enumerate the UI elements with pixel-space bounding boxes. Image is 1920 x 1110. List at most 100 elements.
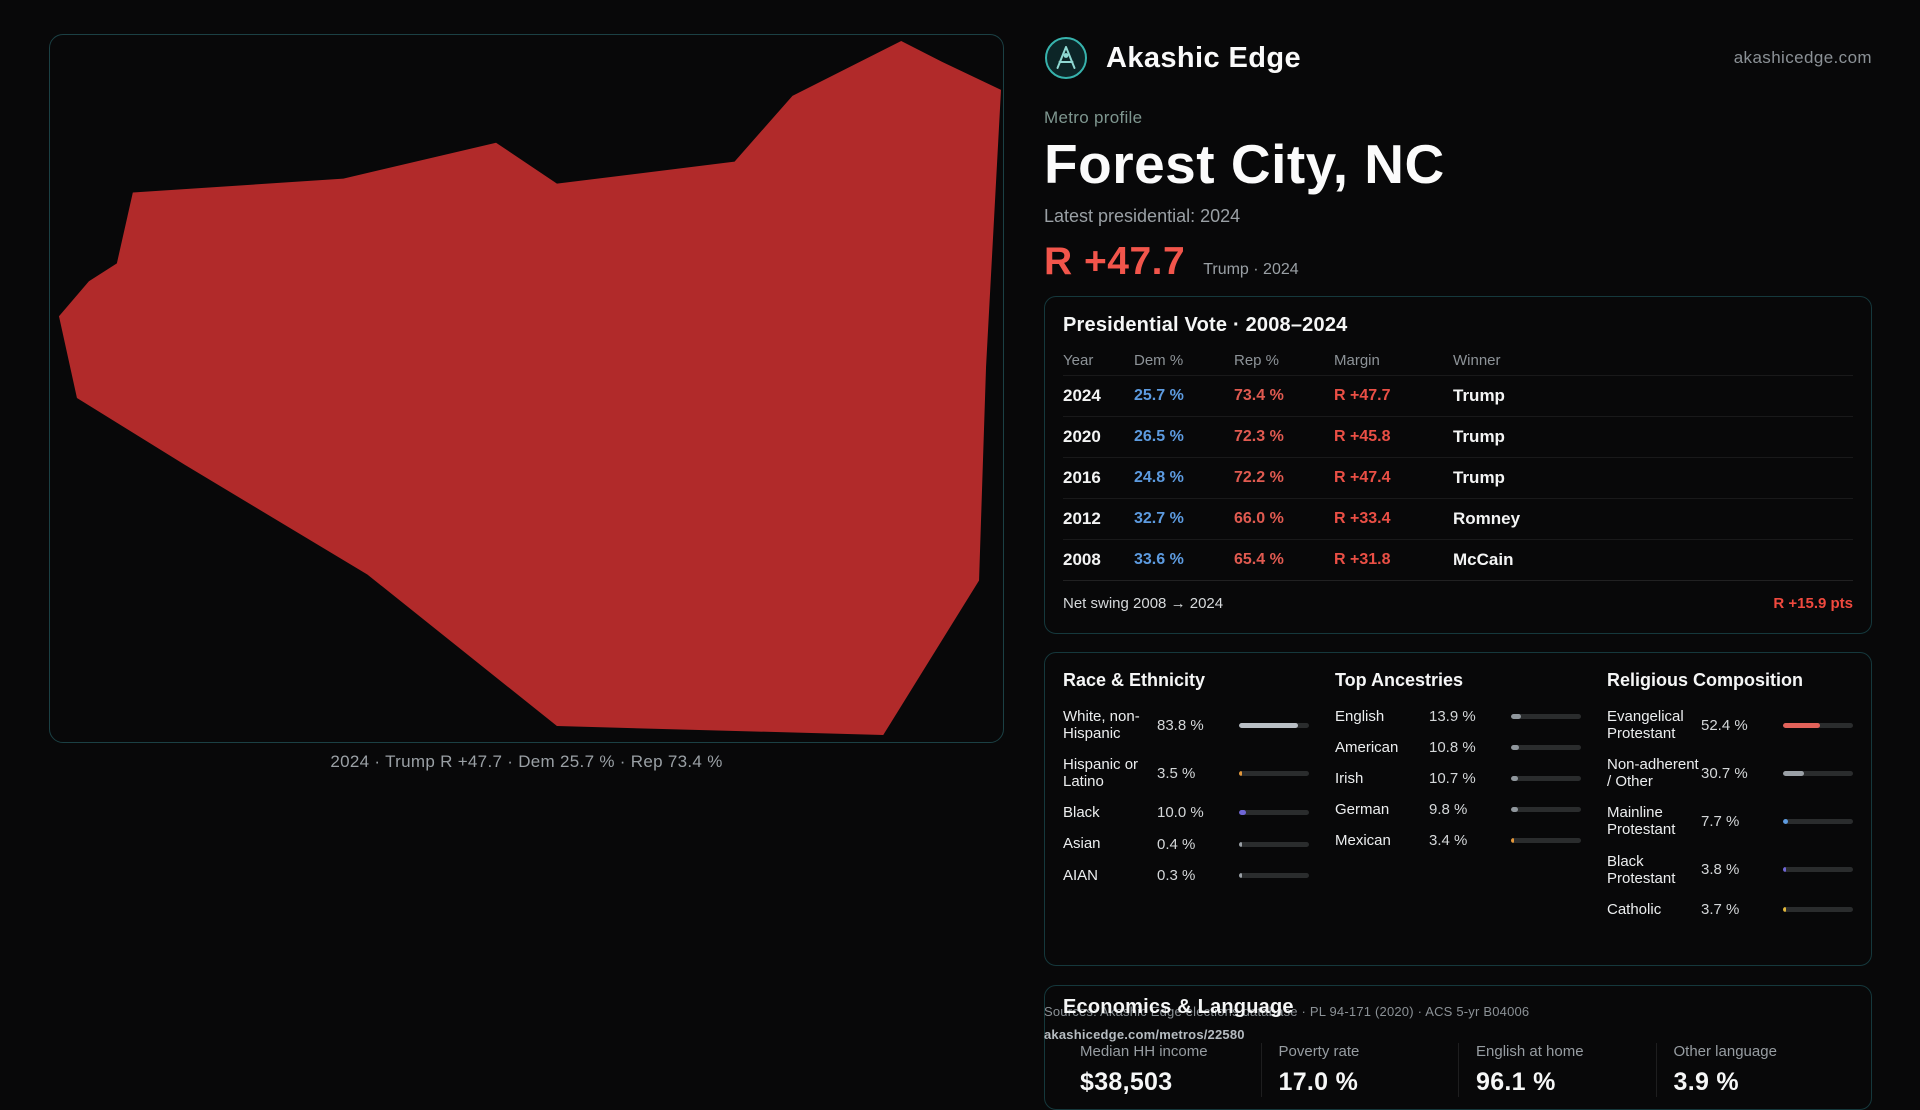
economics-stats: Median HH income $38,503 Poverty rate 17… [1063,1043,1853,1097]
demo-value: 83.8 % [1157,716,1204,734]
demo-value: 3.4 % [1429,832,1468,850]
stat-value: 96.1 % [1476,1068,1556,1096]
vote-rep: 65.4 % [1234,551,1284,568]
demo-value: 0.4 % [1157,835,1196,853]
vote-year: 2008 [1063,550,1101,569]
vote-winner: Romney [1453,509,1521,528]
demographics-grid: Race & Ethnicity White, non-Hispanic 83.… [1063,670,1853,925]
demo-label: German [1335,801,1390,819]
demo-bar-fill [1239,770,1242,776]
demo-value: 10.8 % [1429,739,1476,757]
demo-label: Mainline Protestant [1607,804,1676,839]
list-item: German 9.8 % [1335,794,1581,825]
demo-label: Hispanic or Latino [1063,756,1139,791]
vote-year: 2024 [1063,386,1101,405]
list-item: English 13.9 % [1335,701,1581,732]
list-item: Irish 10.7 % [1335,763,1581,794]
top-ancestries-title: Top Ancestries [1335,670,1464,690]
vote-year: 2012 [1063,509,1101,528]
demo-bar-fill [1783,770,1805,776]
list-item: Hispanic or Latino 3.5 % [1063,749,1309,797]
demo-bar-fill [1239,872,1242,878]
demo-bar-fill [1239,841,1242,847]
vote-margin: R +47.4 [1334,469,1391,486]
site-header: Akashic Edge akashicedge.com [1044,36,1872,80]
stat-label: Other language [1673,1043,1777,1060]
vote-winner: Trump [1453,468,1505,487]
demo-bar-fill [1783,818,1789,824]
stat-other-language: Other language 3.9 % [1655,1043,1854,1097]
col-dem: Dem % [1134,351,1184,369]
stat-label: Poverty rate [1278,1043,1360,1060]
stat-poverty-rate: Poverty rate 17.0 % [1260,1043,1459,1097]
demo-bar [1511,776,1581,782]
demo-bar [1239,770,1309,776]
demo-bar [1783,906,1853,912]
economics-card: Economics & Language Median HH income $3… [1044,985,1872,1110]
vote-winner: McCain [1453,550,1514,569]
footer-permalink[interactable]: akashicedge.com/metros/22580 [1044,1027,1245,1042]
demo-bar-fill [1783,722,1820,728]
stat-value: 3.9 % [1673,1068,1739,1096]
vote-winner: Trump [1453,386,1505,405]
demo-value: 3.8 % [1701,861,1740,879]
vote-margin: R +45.8 [1334,428,1391,445]
demo-value: 10.7 % [1429,770,1476,788]
demo-bar-fill [1511,714,1521,720]
demo-label: Non-adherent / Other [1607,756,1699,791]
top-ancestries-group: Top Ancestries English 13.9 % American 1… [1335,670,1581,925]
list-item: Black Protestant 3.8 % [1607,846,1853,894]
demo-bar-fill [1511,838,1514,844]
metro-shape [58,40,1002,736]
page-footer: Sources: Akashic Edge elections database… [1044,1004,1529,1044]
demo-bar-fill [1511,776,1519,782]
demo-label: AIAN [1063,866,1099,884]
map-caption: 2024 · Trump R +47.7 · Dem 25.7 % · Rep … [330,752,723,771]
demo-bar-fill [1239,810,1246,816]
demo-label: English [1335,708,1385,725]
demo-bar [1511,714,1581,720]
presidential-vote-card: Presidential Vote · 2008–2024 Year Dem %… [1044,296,1872,634]
stat-label: Median HH income [1080,1043,1208,1060]
list-item: Black 10.0 % [1063,797,1309,828]
stat-value: $38,503 [1080,1068,1173,1096]
vote-dem: 26.5 % [1134,428,1184,445]
stat-label: English at home [1476,1043,1584,1060]
economics-title: Economics & Language [1063,996,1294,1018]
domain-link[interactable]: akashicedge.com [1733,48,1872,67]
vote-rep: 66.0 % [1234,510,1284,527]
demo-bar [1783,722,1853,728]
vote-dem: 32.7 % [1134,510,1184,527]
demo-value: 3.5 % [1157,764,1196,782]
vote-rep: 73.4 % [1234,387,1284,404]
brand-name: Akashic Edge [1106,41,1301,74]
stat-value: 17.0 % [1278,1068,1359,1096]
col-margin: Margin [1334,351,1380,369]
list-item: Asian 0.4 % [1063,828,1309,859]
vote-dem: 33.6 % [1134,551,1184,568]
net-swing-row: Net swing 2008 → 2024 R +15.9 pts [1063,580,1853,626]
vote-winner: Trump [1453,427,1505,446]
headline-margin: R +47.7 [1044,240,1186,283]
list-item: AIAN 0.3 % [1063,860,1309,891]
race-ethnicity-group: Race & Ethnicity White, non-Hispanic 83.… [1063,670,1309,925]
list-item: Non-adherent / Other 30.7 % [1607,749,1853,797]
demo-bar [1239,872,1309,878]
vote-dem: 24.8 % [1134,469,1184,486]
profile-panel: Akashic Edge akashicedge.com Metro profi… [1044,30,1872,1110]
metro-profile-kicker: Metro profile [1044,108,1143,127]
demo-value: 7.7 % [1701,812,1740,830]
demo-label: Irish [1335,770,1364,788]
table-row: 2008 33.6 % 65.4 % R +31.8 McCain [1063,539,1853,580]
demo-value: 3.7 % [1701,900,1740,918]
demo-bar [1511,807,1581,813]
vote-year: 2020 [1063,427,1101,446]
vote-margin: R +47.7 [1334,387,1391,404]
col-year: Year [1063,351,1094,369]
col-rep: Rep % [1234,351,1280,369]
race-ethnicity-title: Race & Ethnicity [1063,670,1206,690]
demo-bar-fill [1783,906,1786,912]
demo-bar-fill [1239,722,1298,728]
table-row: 2016 24.8 % 72.2 % R +47.4 Trump [1063,457,1853,498]
vote-margin: R +33.4 [1334,510,1391,527]
